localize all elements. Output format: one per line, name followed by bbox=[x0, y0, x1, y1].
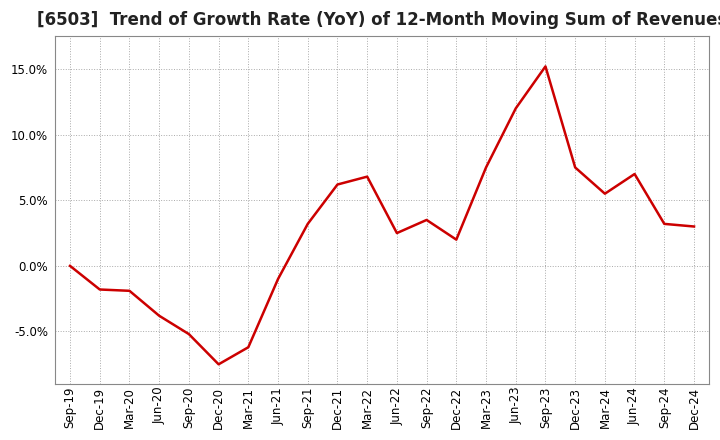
Title: [6503]  Trend of Growth Rate (YoY) of 12-Month Moving Sum of Revenues: [6503] Trend of Growth Rate (YoY) of 12-… bbox=[37, 11, 720, 29]
